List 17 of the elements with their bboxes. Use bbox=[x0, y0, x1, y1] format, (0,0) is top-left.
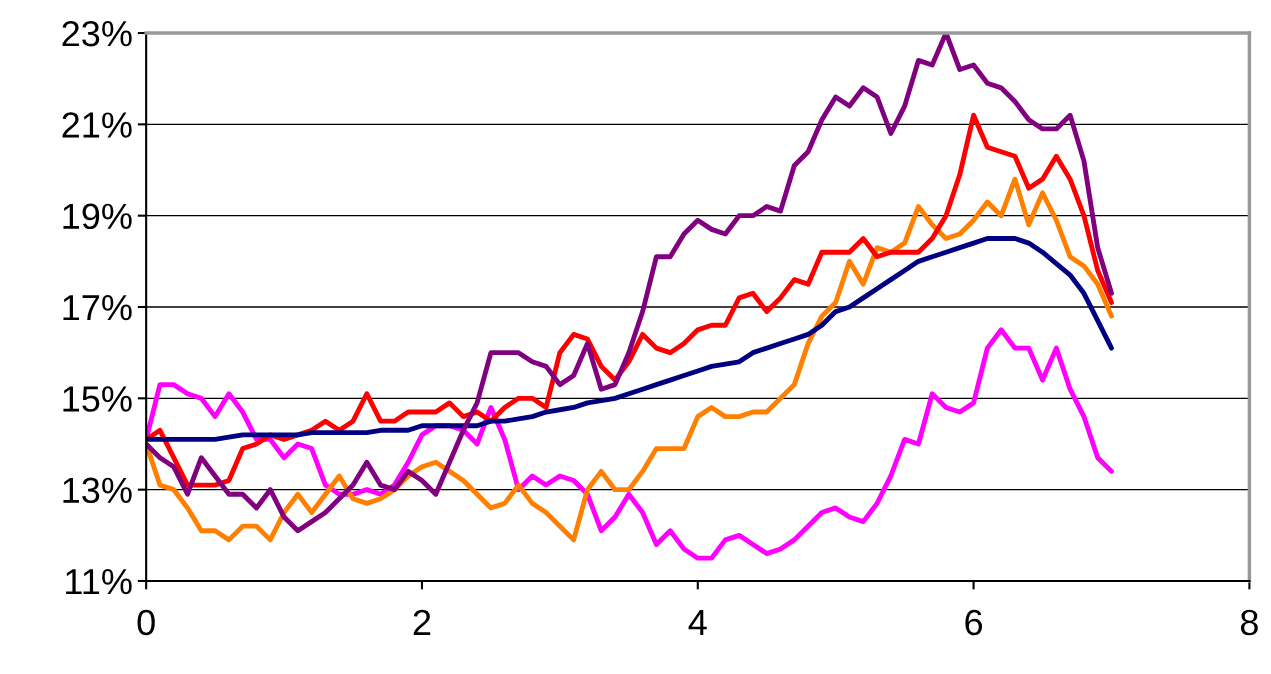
line-series bbox=[146, 112, 1114, 488]
line-series bbox=[146, 176, 1114, 543]
y-tick-label: 19% bbox=[63, 203, 132, 230]
y-tick-label: 21% bbox=[62, 112, 132, 138]
line-series bbox=[146, 327, 1114, 561]
x-tick-label: 2 bbox=[413, 609, 431, 635]
x-tick-label: 6 bbox=[965, 609, 983, 636]
y-tick-label: 23% bbox=[62, 20, 132, 47]
line-series bbox=[146, 33, 1114, 534]
y-tick-label: 15% bbox=[63, 386, 132, 412]
y-tick-label: 13% bbox=[63, 477, 132, 504]
y-tick-label: 11% bbox=[66, 569, 132, 595]
x-tick-label: 0 bbox=[137, 609, 155, 636]
line-series bbox=[146, 236, 1114, 442]
y-tick-label: 17% bbox=[63, 295, 132, 321]
x-tick-label: 8 bbox=[1240, 609, 1258, 636]
x-tick-label: 4 bbox=[688, 610, 707, 635]
